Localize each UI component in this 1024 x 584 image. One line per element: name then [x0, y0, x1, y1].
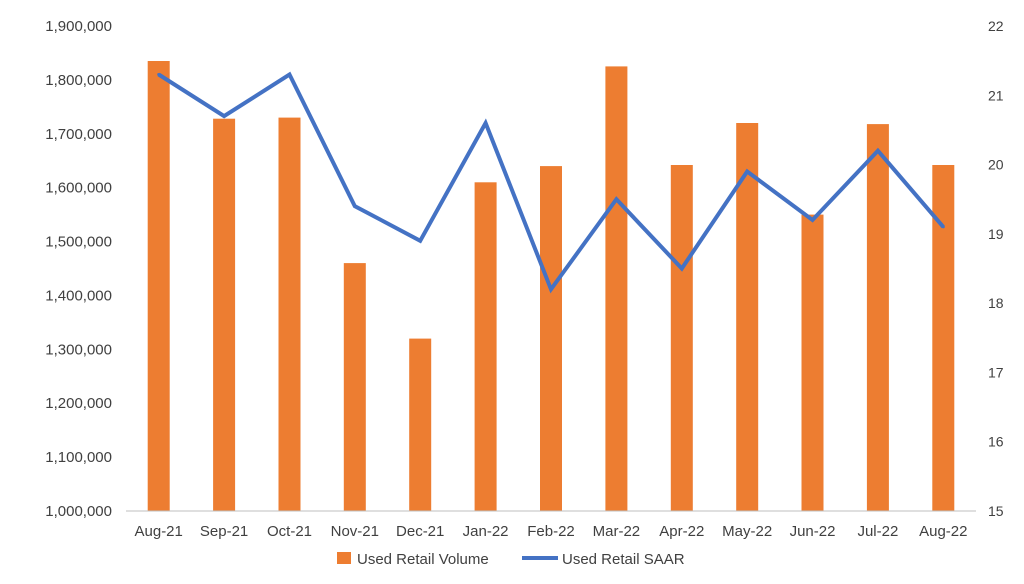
- saar-point-jun-22: [811, 218, 814, 222]
- right-axis-ticks: 15 16 17 18 19 20 21 22: [988, 18, 1004, 519]
- saar-point-feb-22: [549, 287, 553, 291]
- left-tick-label: 1,800,000: [45, 72, 112, 89]
- x-tick-label: Sep-21: [200, 523, 248, 540]
- legend-label-saar: Used Retail SAAR: [562, 551, 685, 568]
- legend-swatch-volume: [337, 552, 351, 564]
- right-tick-label: 22: [988, 18, 1004, 34]
- right-tick-label: 18: [988, 295, 1004, 311]
- bar-nov-21: [343, 263, 366, 511]
- x-tick-label: Jun-22: [790, 523, 836, 540]
- x-tick-label: May-22: [722, 523, 772, 540]
- bar-apr-22: [670, 165, 693, 511]
- left-tick-label: 1,600,000: [45, 180, 112, 197]
- left-tick-label: 1,300,000: [45, 341, 112, 358]
- right-tick-label: 16: [988, 434, 1004, 450]
- left-tick-label: 1,700,000: [45, 126, 112, 143]
- x-tick-label: Apr-22: [659, 523, 704, 540]
- right-tick-label: 15: [988, 503, 1004, 519]
- x-tick-label: Dec-21: [396, 523, 444, 540]
- left-tick-label: 1,000,000: [45, 503, 112, 520]
- saar-point-jan-22: [484, 121, 488, 125]
- saar-point-sep-21: [222, 114, 226, 118]
- x-tick-label: Mar-22: [593, 523, 641, 540]
- bar-sep-21: [213, 118, 236, 511]
- x-tick-label: Aug-22: [919, 523, 967, 540]
- saar-point-mar-22: [614, 197, 618, 201]
- right-tick-label: 20: [988, 157, 1004, 173]
- saar-point-aug-21: [157, 73, 161, 76]
- legend-item-saar: Used Retail SAAR: [522, 551, 685, 568]
- bar-jan-22: [474, 182, 497, 512]
- saar-point-oct-21: [288, 73, 291, 76]
- saar-point-nov-21: [353, 204, 357, 208]
- right-tick-label: 17: [988, 364, 1004, 380]
- bar-aug-22: [932, 165, 955, 511]
- bar-feb-22: [540, 166, 562, 511]
- saar-point-may-22: [745, 170, 749, 173]
- bar-jun-22: [801, 214, 824, 511]
- left-tick-label: 1,900,000: [45, 18, 112, 35]
- saar-point-dec-21: [418, 239, 422, 243]
- left-tick-label: 1,500,000: [45, 234, 112, 251]
- x-tick-label: Jul-22: [857, 523, 898, 540]
- left-tick-label: 1,400,000: [45, 287, 112, 304]
- bar-may-22: [736, 123, 759, 511]
- left-tick-label: 1,100,000: [45, 449, 112, 466]
- saar-point-aug-22: [941, 225, 945, 229]
- x-tick-label: Feb-22: [527, 523, 575, 540]
- bar-oct-21: [278, 117, 301, 511]
- x-tick-label: Aug-21: [135, 523, 183, 540]
- legend-item-volume: Used Retail Volume: [337, 551, 489, 568]
- legend-label-volume: Used Retail Volume: [357, 551, 489, 568]
- x-tick-label: Oct-21: [267, 523, 312, 540]
- bar-aug-21: [147, 61, 170, 511]
- x-tick-label: Jan-22: [463, 523, 509, 540]
- saar-point-jul-22: [876, 149, 880, 153]
- x-axis-ticks: Aug-21 Sep-21 Oct-21 Nov-21 Dec-21 Jan-22 Feb-…: [135, 523, 968, 540]
- left-tick-label: 1,200,000: [45, 395, 112, 412]
- legend: Used Retail Volume Used Retail SAAR: [337, 551, 685, 568]
- left-axis-ticks: 1,000,000 1,100,000 1,200,000 1,300,000 1,40…: [45, 18, 112, 520]
- bar-dec-21: [409, 338, 432, 511]
- line-layer: [157, 71, 945, 294]
- saar-point-apr-22: [680, 267, 684, 270]
- right-tick-label: 19: [988, 226, 1004, 242]
- bars-layer: [147, 61, 955, 512]
- bar-jul-22: [866, 124, 889, 511]
- right-tick-label: 21: [988, 87, 1004, 103]
- x-tick-label: Nov-21: [331, 523, 379, 540]
- bar-mar-22: [605, 66, 628, 512]
